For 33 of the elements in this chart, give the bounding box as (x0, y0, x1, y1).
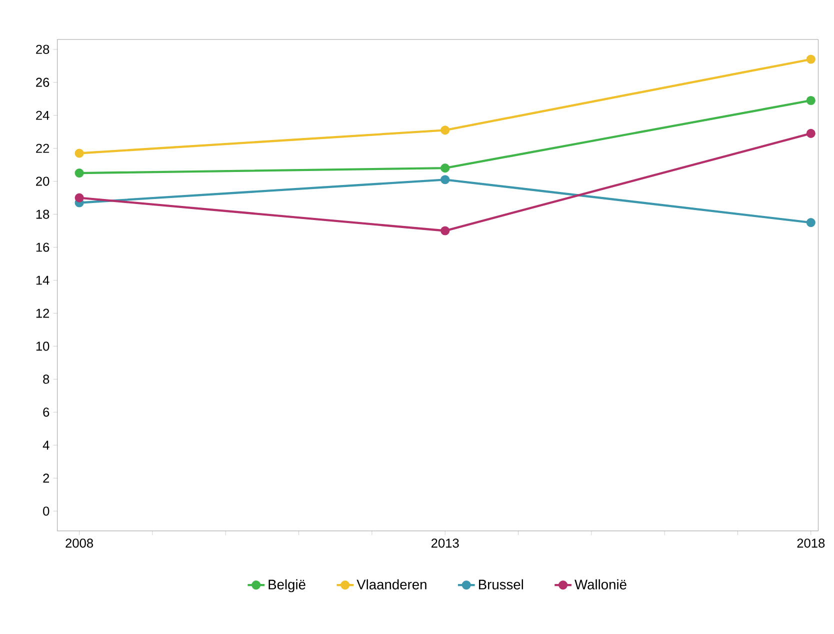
y-tick-label: 2 (43, 474, 50, 483)
point (440, 175, 450, 184)
y-tick-label: 14 (36, 276, 50, 285)
y-tick-label: 28 (36, 45, 50, 54)
y-tick-label: 6 (43, 408, 50, 417)
legend-label: Brussel (478, 580, 523, 590)
point (74, 168, 84, 178)
y-tick-label: 24 (36, 111, 50, 120)
y-tick-label: 8 (43, 374, 50, 384)
y-tick-label: 20 (36, 176, 50, 186)
y-tick-label: 4 (42, 440, 50, 450)
y-tick-label: 22 (36, 144, 50, 154)
point (440, 164, 450, 173)
y-tick-label: 12 (36, 308, 50, 318)
legend-label: België (268, 580, 306, 592)
point (440, 226, 450, 236)
x-tick-label: 2013 (431, 538, 459, 548)
x-tick-label: 2018 (797, 538, 825, 548)
point (806, 129, 816, 138)
point (806, 218, 816, 228)
point (440, 126, 450, 135)
x-tick-label: 2008 (66, 538, 94, 548)
point (806, 96, 816, 106)
point (806, 54, 816, 64)
legend-label: Wallonië (574, 580, 626, 590)
y-tick-label: 10 (36, 342, 50, 351)
y-tick-label: 16 (36, 242, 50, 252)
legend-label: Vlaanderen (356, 580, 426, 590)
y-tick-label: 18 (36, 210, 50, 220)
y-tick-label: 26 (36, 78, 50, 88)
point (74, 148, 84, 158)
point (74, 193, 84, 203)
y-tick-label: 0 (43, 506, 50, 516)
